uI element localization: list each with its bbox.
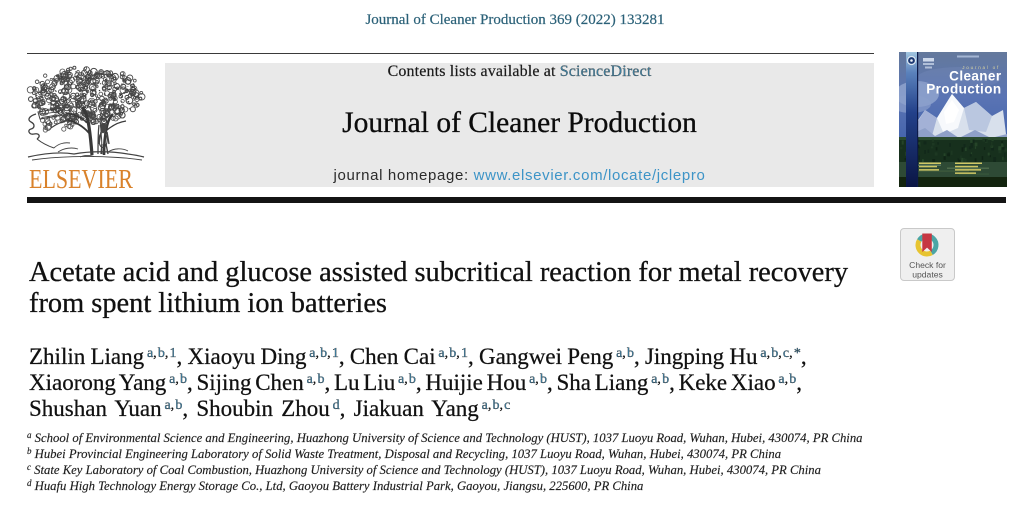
svg-text:Cleaner: Cleaner: [949, 69, 1002, 84]
svg-text:Production: Production: [926, 82, 1001, 97]
svg-text:updates: updates: [912, 270, 943, 280]
svg-text:Check for: Check for: [909, 260, 946, 270]
svg-text:Journal of: Journal of: [962, 65, 1000, 70]
